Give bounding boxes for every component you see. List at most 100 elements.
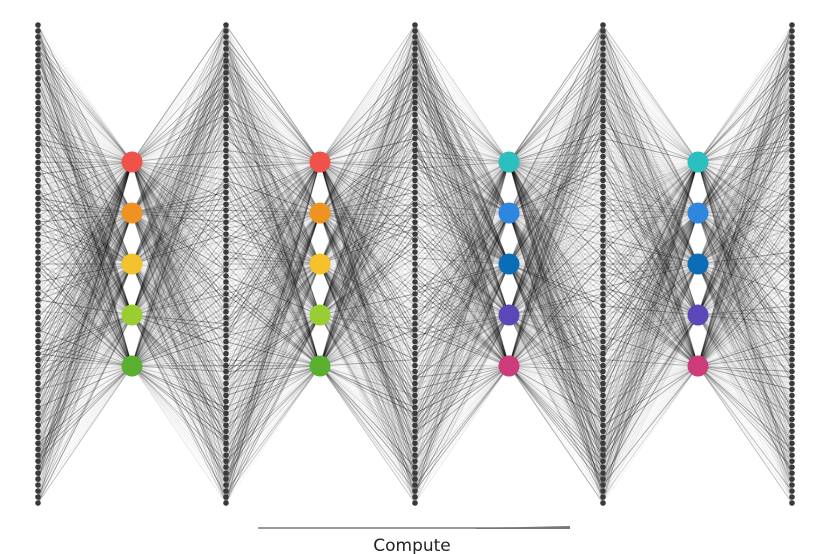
edge (697, 162, 793, 265)
edge (225, 335, 321, 367)
edge (414, 305, 510, 367)
edge (131, 161, 227, 301)
edge (602, 212, 699, 480)
edge (225, 314, 321, 361)
dot (789, 458, 795, 464)
dot (789, 320, 795, 327)
edge (602, 365, 699, 432)
edge (225, 161, 321, 378)
edge (225, 212, 321, 229)
edge (414, 174, 510, 265)
edge (225, 161, 321, 462)
edge (414, 162, 510, 367)
edge (414, 197, 510, 214)
dot (789, 273, 795, 279)
edge (414, 42, 510, 265)
edge (414, 48, 510, 367)
edge (319, 341, 416, 367)
edge (131, 66, 227, 265)
edge (414, 299, 510, 367)
dot (35, 416, 41, 423)
edge (37, 66, 133, 316)
edge (697, 126, 793, 214)
dot (412, 34, 418, 40)
edge (225, 120, 321, 265)
edge (602, 161, 699, 301)
edge (414, 365, 510, 390)
edge (131, 239, 227, 367)
edge (414, 314, 510, 480)
edge (319, 212, 416, 486)
edge (37, 212, 133, 277)
edge (225, 161, 321, 420)
dot (600, 123, 606, 130)
edge (225, 281, 321, 367)
edge (508, 161, 604, 247)
edge (697, 314, 793, 426)
dot (789, 404, 795, 411)
edge (131, 150, 227, 367)
dot (35, 392, 41, 399)
edge (131, 42, 227, 214)
edge (697, 156, 793, 214)
edge (319, 281, 416, 367)
edge (602, 233, 699, 265)
dot (412, 159, 418, 166)
edge (225, 60, 321, 265)
edge (697, 155, 793, 163)
edge (414, 161, 510, 402)
edge (697, 212, 793, 420)
edge (602, 161, 699, 486)
edge (319, 212, 416, 432)
edge (37, 42, 133, 163)
edge (225, 314, 321, 414)
edge (414, 161, 510, 271)
edge (225, 120, 321, 316)
edge (37, 161, 133, 295)
edge (508, 227, 604, 316)
edge (319, 149, 416, 163)
edge (131, 84, 227, 163)
edge (37, 212, 133, 384)
edge (225, 212, 321, 307)
edge (414, 191, 510, 214)
edge (319, 42, 416, 163)
edge (414, 24, 510, 265)
edge (319, 161, 416, 456)
dot (223, 249, 229, 255)
edge (602, 161, 699, 211)
edge (602, 365, 699, 492)
edge (225, 305, 321, 367)
edge (414, 138, 510, 163)
dot (600, 58, 606, 64)
edge (602, 161, 699, 265)
edge (602, 314, 699, 372)
edge (131, 24, 227, 367)
edge (225, 314, 321, 396)
dot (35, 201, 41, 208)
edge (37, 161, 133, 396)
edge (37, 161, 133, 474)
edge (319, 36, 416, 163)
edge (131, 233, 227, 265)
edge (225, 314, 321, 426)
edge (508, 365, 604, 450)
dot (789, 40, 795, 46)
edge (602, 221, 699, 316)
edge (225, 161, 321, 498)
edge (131, 263, 227, 277)
edge (319, 263, 416, 343)
edge (37, 263, 133, 498)
edge (602, 314, 699, 468)
edge (508, 314, 604, 367)
edge (508, 84, 604, 265)
edge (697, 263, 793, 408)
edge (414, 24, 510, 316)
edge (508, 161, 604, 330)
edge (131, 120, 227, 367)
edge (508, 30, 604, 367)
edge (414, 161, 510, 307)
edge (37, 203, 133, 214)
edge (602, 353, 699, 367)
edge (37, 263, 133, 492)
